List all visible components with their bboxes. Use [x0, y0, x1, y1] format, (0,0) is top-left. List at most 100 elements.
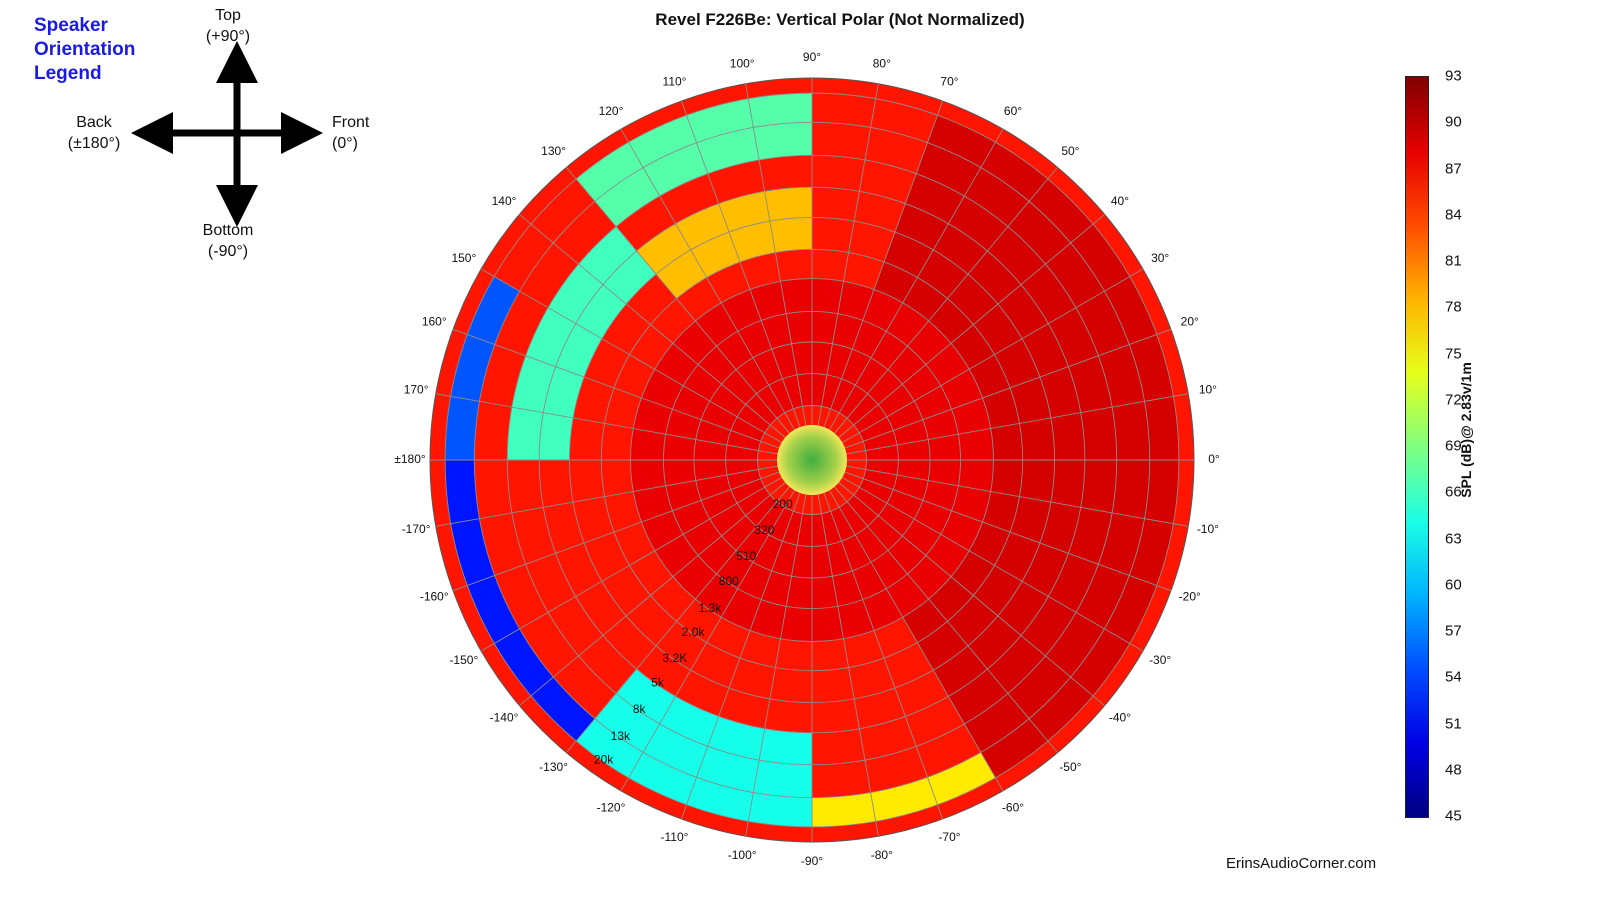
grid-spoke — [680, 492, 801, 820]
polar-grid — [429, 77, 1195, 843]
frequency-tick-label: 2.0k — [682, 625, 706, 639]
heatmap-region — [630, 278, 994, 642]
legend-heading-line: Orientation — [34, 39, 136, 60]
back-direction-text: Back — [76, 114, 112, 131]
angle-tick-label: -10° — [1197, 522, 1219, 536]
top-direction-label: Top (+90°) — [198, 5, 258, 47]
grid-spoke — [452, 471, 780, 592]
colorbar-tick-label: 63 — [1445, 530, 1462, 547]
heatmap-region — [445, 460, 595, 742]
colorbar-tick-label: 81 — [1445, 252, 1462, 270]
colorbar-tick-label: 72 — [1445, 391, 1462, 409]
angle-tick-label: 70° — [940, 74, 958, 88]
back-direction-label: Back (±180°) — [58, 112, 130, 154]
colorbar-tick-label: 93 — [1445, 67, 1462, 85]
angle-tick-label: 40° — [1111, 194, 1129, 208]
angle-tick-label: -130° — [539, 760, 568, 774]
grid-spoke — [745, 83, 807, 426]
grid-spoke — [566, 167, 790, 434]
grid-spoke — [480, 268, 782, 443]
frequency-tick-label: 510 — [736, 549, 756, 563]
heatmap-region — [445, 276, 520, 460]
angle-tick-label: 50° — [1061, 144, 1079, 158]
angle-tick-label: 130° — [541, 144, 566, 158]
angle-tick-label: -170° — [402, 522, 431, 536]
colorbar-tick-label: 57 — [1445, 622, 1462, 640]
watermark: ErinsAudioCorner.com — [1226, 855, 1377, 872]
angle-tick-label: 80° — [873, 56, 891, 70]
grid-spoke — [566, 486, 790, 753]
colorbar-tick-label: 84 — [1445, 206, 1462, 224]
back-direction-angle: (±180°) — [67, 135, 121, 152]
angle-tick-label: 160° — [422, 315, 447, 329]
angle-tick-label: -100° — [728, 848, 757, 862]
angle-tick-label: 10° — [1199, 382, 1217, 396]
angle-tick-label: 170° — [404, 382, 429, 396]
colorbar-label: SPL (dB)@ 2.83v/1m — [1458, 362, 1474, 498]
orientation-legend: Speaker Orientation Legend Top (+90°) Bo… — [0, 0, 420, 280]
grid-spoke — [620, 490, 795, 792]
colorbar-tick-label: 48 — [1445, 761, 1462, 779]
angle-tick-label: -160° — [420, 590, 449, 604]
colorbar-tick-label: 87 — [1445, 160, 1462, 177]
frequency-tick-label: 8k — [633, 702, 647, 716]
angle-tick-label: 30° — [1151, 251, 1169, 265]
colorbar-tick-label: 45 — [1445, 807, 1462, 825]
grid-spoke — [620, 128, 795, 430]
grid-spoke — [838, 482, 1105, 706]
grid-spoke — [844, 471, 1172, 592]
frequency-tick-label: 1.3k — [699, 601, 723, 615]
legend-heading-line: Legend — [34, 63, 102, 84]
angle-tick-label: -110° — [661, 830, 689, 844]
angle-tick-label: -140° — [490, 711, 519, 725]
angle-tick-label: -50° — [1059, 760, 1081, 774]
grid-spoke — [480, 477, 782, 652]
angle-tick-label: 100° — [730, 56, 755, 70]
angle-tick-label: -70° — [938, 830, 960, 844]
grid-spoke — [842, 477, 1144, 652]
colorbar-tick-label: 51 — [1445, 715, 1462, 732]
angle-tick-label: 120° — [599, 104, 624, 118]
orientation-arrows — [131, 41, 323, 227]
colorbar-tick-label: 54 — [1445, 668, 1462, 686]
angle-tick-label: -80° — [871, 848, 893, 862]
colorbar-gradient — [1405, 76, 1429, 818]
angle-tick-label: -20° — [1179, 590, 1201, 604]
frequency-tick-label: 200 — [773, 497, 793, 511]
angle-tick-label: -120° — [597, 800, 626, 814]
angle-tick-label: -30° — [1149, 653, 1171, 667]
grid-spoke — [838, 214, 1105, 438]
grid-spoke — [817, 494, 879, 837]
grid-spoke — [823, 100, 944, 428]
front-direction-angle: (0°) — [332, 135, 358, 152]
frequency-tick-label: 5k — [651, 676, 665, 690]
angle-tick-label: -150° — [449, 653, 478, 667]
polar-labels: 0° 10° 20° 30° 40° 50° 60° 70° 80° 90° 100° 110° 120… — [394, 50, 1220, 868]
heatmap-region — [830, 115, 1179, 778]
orientation-legend-heading: Speaker Orientation Legend — [34, 14, 135, 86]
grid-spoke — [452, 328, 780, 449]
grid-spoke — [823, 492, 944, 820]
grid-spoke — [834, 167, 1058, 434]
frequency-tick-label: 13k — [611, 729, 631, 743]
grid-spoke — [842, 268, 1144, 443]
angle-tick-label: 110° — [663, 74, 687, 88]
grid-spoke — [435, 393, 778, 455]
top-direction-text: Top — [215, 7, 241, 24]
bottom-direction-angle: (-90°) — [207, 243, 249, 260]
legend-heading-line: Speaker — [34, 15, 108, 36]
grid-spoke — [846, 393, 1189, 455]
grid-spoke — [834, 486, 1058, 753]
grid-spoke — [846, 465, 1189, 527]
angle-tick-label: -90° — [801, 854, 823, 868]
chart-title: Revel F226Be: Vertical Polar (Not Normal… — [655, 10, 1025, 29]
angle-tick-label: 90° — [803, 50, 821, 64]
colorbar-tick-label: 75 — [1445, 345, 1462, 362]
frequency-tick-label: 3.2K — [663, 651, 688, 665]
colorbar-tick-label: 60 — [1445, 576, 1462, 594]
frequency-tick-label: 320 — [754, 523, 774, 537]
colorbar-tick-label: 69 — [1445, 437, 1462, 455]
heatmap-region — [507, 226, 657, 460]
angle-tick-label: ±180° — [394, 452, 426, 466]
